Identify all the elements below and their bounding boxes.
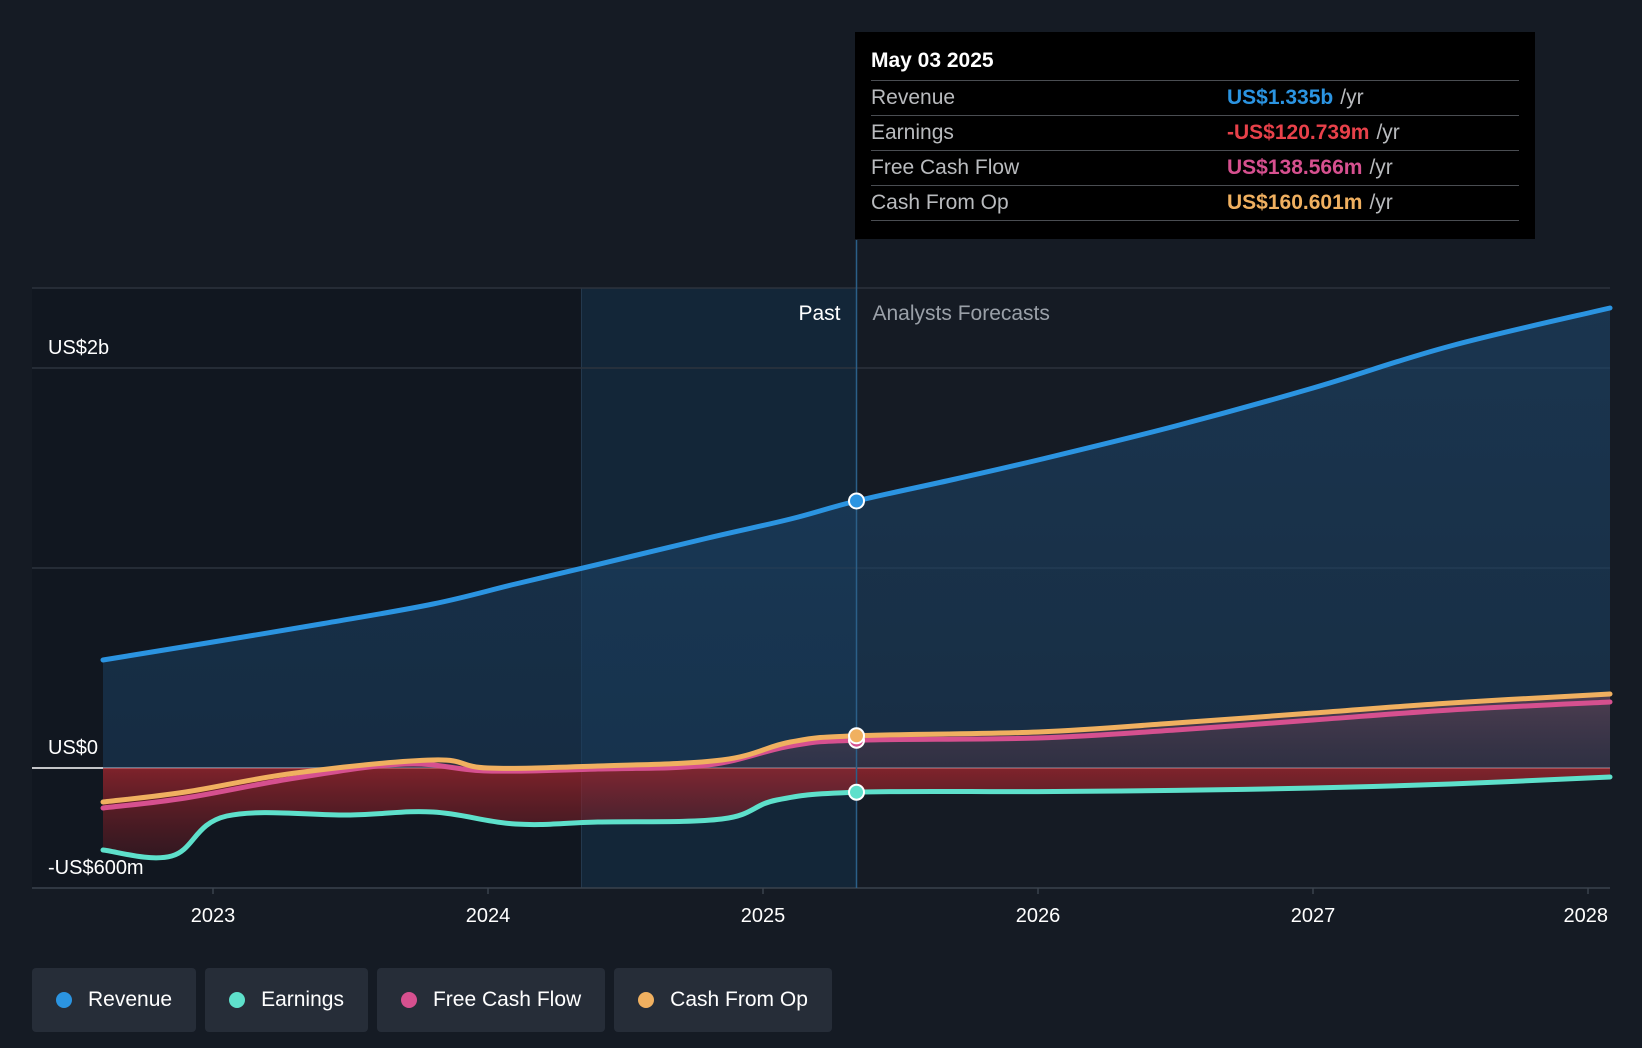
legend-dot-icon <box>229 992 246 1008</box>
forecast-label: Analysts Forecasts <box>873 302 1050 325</box>
y-axis-label: US$0 <box>48 737 98 759</box>
earnings-negative-area <box>103 768 1610 858</box>
legend-label: Revenue <box>88 988 173 1011</box>
tooltip-name: Earnings <box>871 121 954 144</box>
series-line-revenue <box>100 305 1613 663</box>
series-line-earnings <box>100 774 1613 861</box>
past-label: Past <box>798 302 840 325</box>
series-line-free-cash-flow <box>100 699 1613 811</box>
legend-label: Free Cash Flow <box>432 988 582 1011</box>
legend-dot-icon <box>400 992 417 1008</box>
x-tick-label: 2026 <box>1016 905 1061 927</box>
y-axis-label: US$2b <box>48 337 109 359</box>
tooltip-value: US$1.335b <box>1227 86 1334 109</box>
x-tick-label: 2024 <box>466 905 511 927</box>
tooltip-row-fcf: Free Cash Flow US$138.566m /yr <box>871 150 1519 185</box>
tooltip-unit: /yr <box>1376 121 1400 144</box>
legend: Revenue Earnings Free Cash Flow Cash Fro… <box>32 968 832 1032</box>
legend-item-free-cash-flow[interactable]: Free Cash Flow <box>376 968 606 1032</box>
tooltip-unit: /yr <box>1369 191 1393 214</box>
tooltip-unit: /yr <box>1369 156 1393 179</box>
tooltip-row-cfo: Cash From Op US$160.601m /yr <box>871 185 1519 221</box>
tooltip-date: May 03 2025 <box>871 49 994 72</box>
legend-dot-icon <box>638 992 655 1008</box>
y-axis-label: -US$600m <box>48 857 144 879</box>
x-tick-label: 2027 <box>1291 905 1336 927</box>
x-tick-label: 2023 <box>191 905 236 927</box>
series-line-cash-from-op <box>100 691 1613 805</box>
tooltip-value: -US$120.739m <box>1227 121 1370 144</box>
tooltip-row-earnings: Earnings -US$120.739m /yr <box>871 115 1519 150</box>
cash-positive-area <box>103 694 1610 768</box>
legend-item-cash-from-op[interactable]: Cash From Op <box>614 968 832 1032</box>
marker-cash-from-op <box>848 727 865 745</box>
legend-dot-icon <box>56 992 72 1008</box>
tooltip-value: US$160.601m <box>1227 191 1363 214</box>
tooltip-name: Free Cash Flow <box>871 156 1020 179</box>
tooltip: May 03 2025 Revenue US$1.335b /yr Earnin… <box>855 32 1535 239</box>
tooltip-unit: /yr <box>1340 86 1364 109</box>
x-tick-label: 2028 <box>1564 905 1609 927</box>
tooltip-row-revenue: Revenue US$1.335b /yr <box>871 80 1519 115</box>
legend-item-revenue[interactable]: Revenue <box>32 968 197 1032</box>
tooltip-value: US$138.566m <box>1227 156 1363 179</box>
x-tick-label: 2025 <box>741 905 786 927</box>
legend-item-earnings[interactable]: Earnings <box>205 968 368 1032</box>
marker-earnings <box>848 783 865 801</box>
legend-label: Earnings <box>261 988 344 1011</box>
marker-revenue <box>848 492 865 510</box>
legend-label: Cash From Op <box>670 988 808 1011</box>
tooltip-name: Cash From Op <box>871 191 1009 214</box>
tooltip-name: Revenue <box>871 86 956 109</box>
